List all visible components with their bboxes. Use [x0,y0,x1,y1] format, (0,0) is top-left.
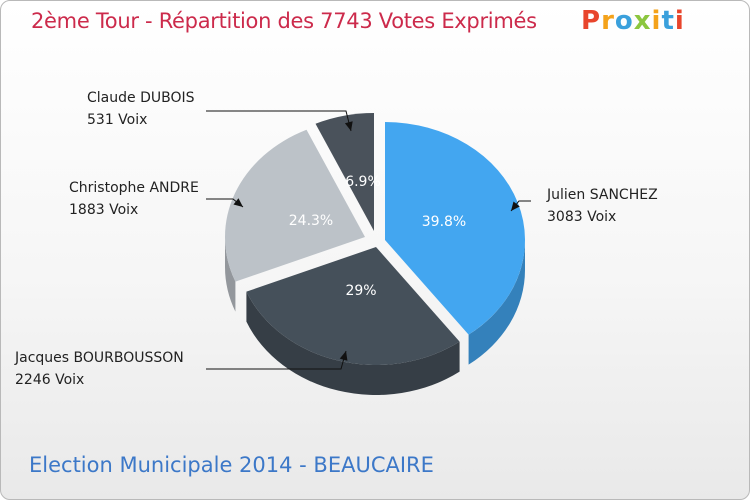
pie-slice[interactable] [246,247,460,366]
slice-votes-label: 3083 Voix [547,209,617,225]
logo-letter: i [674,6,685,36]
pie-slice[interactable] [225,129,365,282]
chart-title: 2ème Tour - Répartition des 7743 Votes E… [31,9,537,33]
logo-letter: t [661,6,675,36]
label-christophe-andre: Christophe ANDRE 1883 Voix [69,177,199,221]
label-jacques-bourbousson: Jacques BOURBOUSSON 2246 Voix [15,347,184,391]
proxiti-logo[interactable]: Proxiti [581,6,685,36]
leader-arrowhead [339,351,348,361]
label-claude-dubois: Claude DUBOIS 531 Voix [59,87,209,131]
logo-letter: i [651,6,662,36]
pie-slice[interactable] [385,122,526,335]
pie-slice-side [225,237,236,312]
percent-labels: 39.8% 29% 24.3% 6.9% [289,174,466,299]
slice-percent-label: 29% [345,283,376,299]
slice-votes-label: 2246 Voix [15,372,85,388]
logo-letter: r [601,6,615,36]
slice-votes-label: 1883 Voix [69,202,139,218]
slice-votes-label: 531 Voix [87,112,148,128]
slice-name-label: Julien SANCHEZ [547,187,658,203]
pie-slices [225,113,526,395]
slice-percent-label: 24.3% [289,213,333,229]
logo-letter: o [614,6,634,36]
slice-percent-label: 39.8% [422,214,466,230]
logo-letter: P [581,6,602,36]
pie-slice-side [468,240,525,365]
slice-percent-label: 6.9% [345,174,381,190]
leader-arrowhead [344,121,353,131]
logo-letter: x [633,6,652,36]
slice-name-label: Christophe ANDRE [69,180,199,196]
pie-slice[interactable] [315,113,374,231]
leader-arrowhead [233,198,243,207]
leader-arrowhead [511,201,520,211]
label-julien-sanchez: Julien SANCHEZ 3083 Voix [547,184,658,228]
election-footer: Election Municipale 2014 - BEAUCAIRE [29,453,434,477]
slice-name-label: Jacques BOURBOUSSON [15,350,184,366]
leader-lines [206,110,531,370]
slice-name-label: Claude DUBOIS [87,90,195,106]
